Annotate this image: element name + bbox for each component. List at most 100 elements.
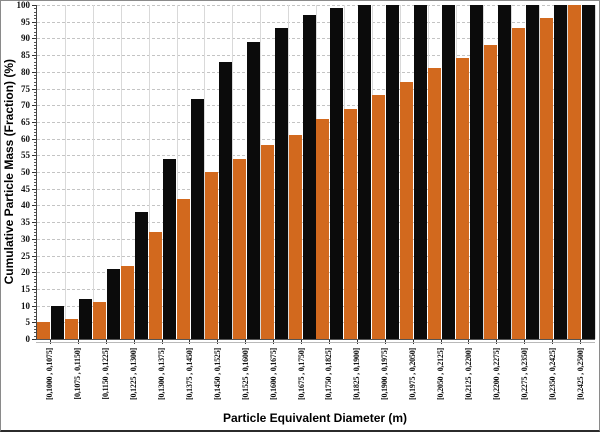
y-tick-major [32,188,36,190]
y-tick-minor [34,328,36,330]
y-tick-major [32,339,36,340]
x-tick-label: [0,1075 , 0,1150] [64,348,92,410]
bar-orange-series [204,172,218,339]
y-tick-major [32,55,36,57]
bar-black-series [442,5,456,339]
category-cell [65,5,93,339]
y-tick-minor [34,68,36,70]
y-tick-major [32,38,36,40]
y-tick-minor [34,15,36,17]
bar-black-series [358,5,372,339]
x-axis-title: Particle Equivalent Diameter (m) [222,411,408,425]
y-tick-major [32,238,36,240]
x-axis-shadow-line [36,342,595,343]
y-tick-minor [34,248,36,250]
x-tick-label: [0,1825 , 0,1900] [343,348,371,410]
y-tick-minor [34,28,36,30]
y-tick-major [32,105,36,107]
x-tick-label-text: [0,2350 , 0,2425] [547,348,557,400]
y-tick-minor [34,115,36,117]
y-tick-minor [34,75,36,77]
x-tick-label: [0,1975 , 0,2050] [399,348,427,410]
x-tick-label: [0,1375 , 0,1450] [176,348,204,410]
y-tick-minor [34,325,36,327]
bar-black-series [79,298,93,339]
gridline-vertical [595,5,596,339]
x-tick-label-text: [0,1825 , 0,1900] [352,348,362,400]
y-tick-label: 40 [21,200,30,211]
bar-orange-series [37,322,51,339]
y-tick-minor [34,108,36,110]
y-tick-minor [34,208,36,210]
category-cell [232,5,260,339]
y-tick-label: 60 [21,133,30,144]
y-tick-minor [34,245,36,247]
y-tick-major [32,138,36,140]
x-tick-label-text: [0,1450 , 0,1525] [212,348,222,400]
bar-orange-series [121,265,135,339]
bar-black-series [107,268,121,339]
y-tick-label: 65 [21,116,30,127]
gridline-vertical [92,5,94,339]
y-tick-minor [34,175,36,177]
x-tick-label-text: [0,2200 , 0,2275] [491,348,501,400]
y-tick-minor [34,35,36,37]
y-tick-minor [34,165,36,167]
y-tick-minor [34,265,36,267]
y-tick-minor [34,31,36,33]
plot-area [36,5,596,340]
x-tick-label: [0,2425 , 0,2500] [566,348,594,410]
y-tick-major [32,155,36,157]
category-cell [288,5,316,339]
x-tick-label: [0,2125 , 0,2200] [455,348,483,410]
y-tick-minor [34,161,36,163]
y-tick-major [32,222,36,224]
y-tick-minor [34,218,36,220]
x-tick-label: [0,1300 , 0,1375] [148,348,176,410]
y-tick-minor [34,118,36,120]
y-tick-label: 30 [21,233,30,244]
y-tick-minor [34,85,36,87]
y-tick-label: 75 [21,83,30,94]
y-tick-minor [34,192,36,194]
y-tick-major [32,121,36,123]
y-tick-major [32,272,36,274]
x-tick-label-text: [0,1750 , 0,1825] [324,348,334,400]
y-tick-major [32,172,36,173]
x-tick-label: [0,1000 , 0,1075] [36,348,64,410]
x-tick-label-text: [0,2275 , 0,2350] [519,348,529,400]
y-tick-minor [34,11,36,13]
y-tick-label: 80 [21,66,30,77]
y-tick-minor [34,41,36,43]
bar-black-series [163,158,177,339]
y-tick-minor [34,285,36,287]
category-cell [400,5,428,339]
y-tick-minor [34,242,36,244]
category-cell [260,5,288,339]
y-tick-minor [34,101,36,103]
y-tick-minor [34,111,36,113]
y-tick-minor [34,178,36,180]
bar-orange-series [149,232,163,339]
y-tick-label: 95 [21,16,30,27]
y-tick-minor [34,182,36,184]
bar-black-series [274,28,288,339]
bar-orange-series [372,95,386,339]
x-tick-label: [0,2200 , 0,2275] [482,348,510,410]
category-cell [567,5,595,339]
bar-black-series [581,5,595,339]
bar-black-series [553,5,567,339]
x-tick-label-text: [0,1150 , 0,1225] [101,348,111,400]
y-tick-minor [34,25,36,27]
gridline-vertical [120,5,122,339]
x-tick-label-text: [0,2125 , 0,2200] [463,348,473,400]
x-tick-label: [0,1600 , 0,1675] [259,348,287,410]
y-tick-minor [34,128,36,130]
y-tick-major [32,322,36,324]
bar-orange-series [232,158,246,339]
bar-orange-series [176,198,190,339]
gridline-vertical [148,5,150,339]
y-tick-major [32,88,36,90]
category-cell [539,5,567,339]
x-tick-label: [0,1225 , 0,1300] [120,348,148,410]
